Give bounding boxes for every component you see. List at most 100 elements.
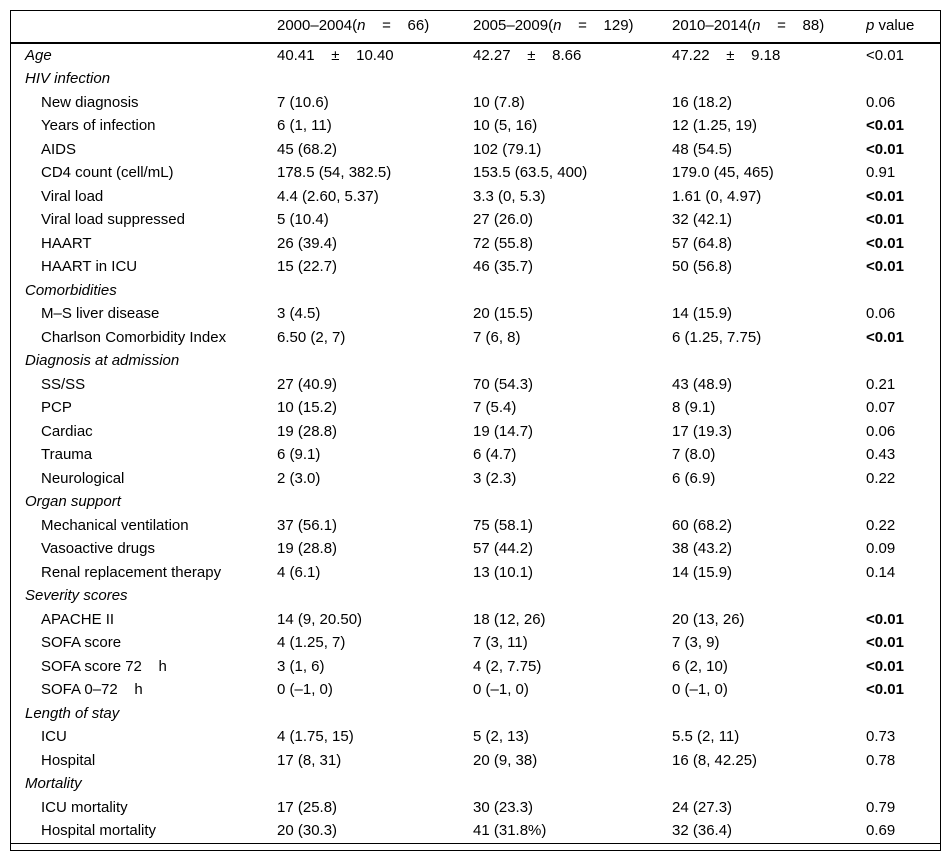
cell-value: 179.0 (45, 465) — [672, 164, 774, 181]
cell-value: 3 (4.5) — [277, 305, 321, 322]
p-value — [866, 702, 940, 726]
table-row: Age 40.41 ± 10.40 42.27 ± 8.66 47.22 ± 9.18… — [11, 43, 940, 68]
row-label: Mechanical ventilation — [41, 516, 189, 534]
cell-value: 32 (36.4) — [672, 822, 733, 839]
row-label: Neurological — [41, 469, 125, 487]
row-label: Diagnosis at admission — [25, 352, 180, 369]
table-row: M–S liver disease 3 (4.5) 20 (15.5) 14 (15.… — [11, 303, 940, 327]
row-label: HAART in ICU — [41, 258, 138, 275]
n-symbol: n — [553, 17, 562, 35]
row-label: Severity scores — [25, 587, 128, 604]
cell-value: 4 (1.25, 7) — [277, 634, 346, 651]
row-label: Vasoactive drugs — [41, 540, 155, 557]
cell-value: 37 (56.1) — [277, 516, 338, 534]
row-label: CD4 count (cell/mL) — [41, 164, 174, 181]
col-header-empty — [11, 11, 277, 44]
cell-value: 6 (6.9) — [672, 469, 716, 487]
cell-value: 10 (5, 16) — [473, 117, 538, 134]
row-label: Hospital mortality — [41, 822, 157, 839]
period-text: 2010–2014( — [672, 17, 753, 35]
header-row: 2000–2004(n = 66) 2005–2009(n = 129) 201… — [11, 11, 940, 44]
n-symbol: n — [357, 17, 366, 35]
cell-value: 45 (68.2) — [277, 140, 338, 158]
p-value: 0.69 — [866, 822, 896, 839]
cell-value: 14 (15.9) — [672, 305, 733, 322]
cell-value: 43 (48.9) — [672, 375, 733, 393]
p-value: 0.06 — [866, 422, 896, 440]
cell-value: 2 (3.0) — [277, 469, 321, 487]
table-row: Hospital 17 (8, 31) 20 (9, 38) 16 (8, 42.25… — [11, 749, 940, 773]
cell-value — [473, 773, 672, 797]
row-label: Years of infection — [41, 117, 156, 134]
cell-value: 24 (27.3) — [672, 798, 733, 816]
row-label: APACHE II — [41, 610, 115, 628]
n-count: = 66) — [365, 17, 430, 35]
cell-value: 75 (58.1) — [473, 516, 534, 534]
p-value: <0.01 — [866, 328, 904, 346]
cell-value: 27 (26.0) — [473, 211, 534, 228]
data-table: 2000–2004(n = 66) 2005–2009(n = 129) 201… — [11, 11, 940, 844]
p-value: <0.01 — [866, 234, 904, 252]
cell-value: 20 (30.3) — [277, 822, 338, 839]
cell-value: 102 (79.1) — [473, 140, 542, 158]
cell-value — [277, 585, 473, 609]
row-label: Cardiac — [41, 422, 93, 440]
p-value: <0.01 — [866, 258, 904, 275]
row-label: ICU mortality — [41, 798, 128, 816]
cell-value: 6 (2, 10) — [672, 657, 728, 675]
cell-value: 16 (8, 42.25) — [672, 751, 758, 769]
table-row: PCP 10 (15.2) 7 (5.4) 8 (9.1) 0.07 — [11, 397, 940, 421]
cell-value: 41 (31.8%) — [473, 822, 547, 839]
p-value: 0.91 — [866, 164, 896, 181]
n-symbol: n — [752, 17, 761, 35]
p-value — [866, 491, 940, 515]
cell-value: 3.3 (0, 5.3) — [473, 187, 546, 205]
cell-value: 15 (22.7) — [277, 258, 338, 275]
p-value — [866, 68, 940, 92]
section-header-row: Severity scores — [11, 585, 940, 609]
table-row: SOFA score 72 h 3 (1, 6) 4 (2, 7.75) 6 (2, … — [11, 655, 940, 679]
cell-value — [672, 702, 866, 726]
table-row: New diagnosis 7 (10.6) 10 (7.8) 16 (18.2) 0.… — [11, 91, 940, 115]
cell-value — [277, 68, 473, 92]
period-text: 2005–2009( — [473, 17, 554, 35]
row-label: SOFA score 72 h — [41, 657, 167, 675]
cell-value: 47.22 ± 9.18 — [672, 46, 781, 64]
row-label: PCP — [41, 399, 72, 416]
cell-value — [473, 702, 672, 726]
cell-value: 27 (40.9) — [277, 375, 338, 393]
cell-value: 17 (25.8) — [277, 798, 338, 816]
cell-value: 57 (44.2) — [473, 540, 534, 557]
section-header-row: Comorbidities — [11, 279, 940, 303]
cell-value — [672, 773, 866, 797]
cell-value: 17 (19.3) — [672, 422, 733, 440]
cell-value: 0 (–1, 0) — [473, 681, 529, 698]
cell-value: 1.61 (0, 4.97) — [672, 187, 762, 205]
row-label: Organ support — [25, 493, 121, 510]
p-value: <0.01 — [866, 117, 904, 134]
p-value: 0.79 — [866, 798, 896, 816]
cell-value — [473, 279, 672, 303]
table-row: ICU mortality 17 (25.8) 30 (23.3) 24 (27.3)… — [11, 796, 940, 820]
cell-value — [672, 491, 866, 515]
p-value: <0.01 — [866, 610, 904, 628]
cell-value: 6 (4.7) — [473, 446, 517, 463]
p-value — [866, 350, 940, 374]
row-label: New diagnosis — [41, 93, 139, 111]
cell-value: 5 (2, 13) — [473, 728, 529, 745]
row-label: HIV infection — [25, 70, 111, 87]
section-header-row: Mortality — [11, 773, 940, 797]
p-value: <0.01 — [866, 634, 904, 651]
p-value — [866, 773, 940, 797]
cell-value: 70 (54.3) — [473, 375, 534, 393]
table-row: Vasoactive drugs 19 (28.8) 57 (44.2) 38 (43… — [11, 538, 940, 562]
row-label: Viral load suppressed — [41, 211, 185, 228]
p-value: 0.78 — [866, 751, 896, 769]
patient-characteristics-table: 2000–2004(n = 66) 2005–2009(n = 129) 201… — [10, 10, 941, 851]
section-header-row: Organ support — [11, 491, 940, 515]
cell-value: 4.4 (2.60, 5.37) — [277, 187, 379, 205]
cell-value: 0 (–1, 0) — [672, 681, 728, 698]
cell-value: 6 (1, 11) — [277, 117, 332, 134]
cell-value: 7 (3, 9) — [672, 634, 720, 651]
table-row: HAART 26 (39.4) 72 (55.8) 57 (64.8) <0.01 — [11, 232, 940, 256]
